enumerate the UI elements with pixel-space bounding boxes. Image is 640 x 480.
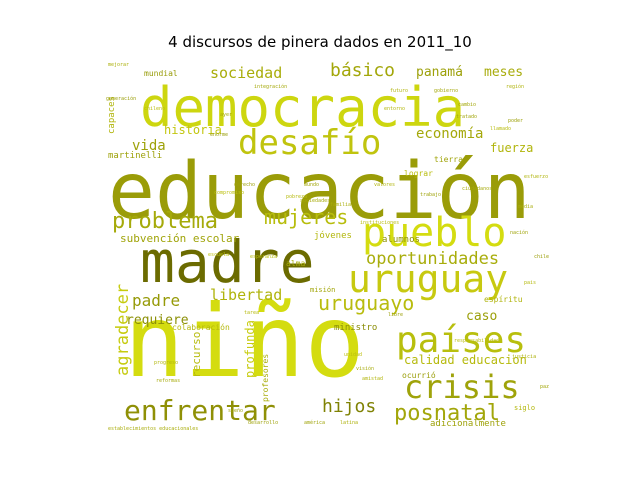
word-61: américa [304, 419, 325, 426]
word-51: ayer [220, 112, 232, 118]
word-83: justicia [512, 354, 536, 360]
word-37: capaces [107, 96, 117, 134]
word-2: madre [140, 228, 315, 296]
word-21: vida [132, 138, 166, 154]
word-43: espíritu [484, 295, 523, 304]
word-49: generación [106, 95, 136, 102]
word-58: amistad [362, 376, 383, 382]
word-74: compromiso [214, 190, 244, 196]
word-18: sociedad [210, 64, 282, 82]
word-11: mujeres [264, 205, 348, 229]
word-cloud: niño educación madre democracia pueblo urugua… [104, 58, 552, 434]
chart-title: 4 discursos de pinera dados en 2011_10 [168, 33, 472, 51]
word-92: integración [254, 83, 287, 90]
word-82: libre [388, 312, 403, 318]
word-9: enfrentar [124, 394, 276, 427]
word-6: países [396, 320, 526, 361]
word-76: chile [534, 254, 549, 260]
word-67: enorme [210, 132, 228, 138]
word-33: alumnos [382, 235, 420, 245]
word-87: progreso [154, 360, 178, 366]
word-66: entorno [384, 106, 405, 112]
word-41: alma [286, 259, 305, 268]
word-93: instituciones [360, 220, 399, 226]
word-85: tarea [244, 310, 259, 316]
word-13: uruguayo [318, 291, 414, 315]
word-23: requiere [126, 313, 189, 328]
word-42: misión [310, 286, 335, 294]
word-86: sueño [228, 408, 243, 414]
word-5: uruguay [348, 257, 508, 301]
word-30: subvención escolar [120, 232, 240, 245]
word-90: nación [510, 229, 528, 236]
word-91: región [506, 83, 524, 90]
word-cloud-svg: niñoeducaciónmadredemocraciapueblourugua… [106, 60, 549, 432]
word-24: panamá [416, 65, 463, 80]
word-89: unidad [344, 352, 362, 358]
word-14: oportunidades [366, 249, 499, 269]
word-59: visión [356, 365, 374, 372]
word-56: familia [330, 202, 351, 208]
word-35: ministro [334, 323, 377, 333]
word-20: libertad [210, 286, 282, 304]
word-46: profesores [261, 354, 270, 402]
word-12: posnatal [394, 401, 500, 426]
word-64: responsabilidad [454, 338, 499, 344]
word-77: pais [524, 280, 536, 286]
word-17: agradecer [113, 284, 133, 376]
word-53: poder [508, 118, 523, 124]
word-29: fuerza [490, 141, 533, 155]
word-36: adicionalmente [430, 419, 506, 429]
word-31: profunda [243, 320, 257, 378]
word-19: padre [132, 291, 180, 310]
word-7: desafío [238, 123, 381, 163]
word-45: lograr [404, 169, 433, 178]
word-47: ocurrió [402, 370, 436, 380]
word-73: gobierno [434, 88, 458, 94]
word-38: martinelli [108, 151, 162, 161]
word-81: esperanza [250, 254, 277, 260]
word-22: economía [416, 126, 483, 142]
word-15: hijos [322, 396, 376, 417]
word-10: problema [112, 209, 218, 234]
word-69: tratado [456, 114, 477, 120]
word-65: sociedades [300, 198, 330, 204]
word-71: derecho [234, 182, 255, 188]
word-88: reformas [156, 378, 180, 384]
word-28: historia [164, 123, 222, 137]
word-79: valores [374, 182, 395, 188]
word-63: desarrollo [248, 420, 278, 426]
word-40: colaboración [172, 322, 230, 332]
word-62: latina [340, 420, 358, 426]
word-84: paz [540, 384, 549, 390]
word-3: democracia [140, 76, 465, 139]
word-26: caso [466, 309, 497, 324]
word-78: mundo [304, 182, 319, 188]
word-70: llamado [490, 126, 511, 132]
word-8: crisis [404, 368, 520, 406]
word-34: jóvenes [314, 230, 352, 241]
word-0: niño [124, 283, 365, 400]
word-94: establecimientos educacionales [108, 426, 198, 432]
word-52: futuro [390, 88, 408, 94]
word-16: básico [330, 60, 395, 81]
word-32: recurso [190, 332, 203, 378]
word-4: pueblo [362, 210, 507, 256]
word-68: mejorar [108, 62, 129, 68]
word-39: mundial [144, 69, 178, 78]
word-72: esfuerzo [524, 174, 548, 180]
word-55: pobreza [286, 194, 307, 200]
word-27: calidad educacion [404, 353, 527, 367]
word-44: tierra [434, 155, 463, 164]
word-57: trabajo [420, 192, 441, 198]
word-1: educación [108, 147, 531, 237]
word-25: meses [484, 65, 523, 80]
word-60: escuela [208, 252, 229, 258]
word-80: ciudadanos [462, 186, 492, 192]
word-75: media [518, 204, 533, 210]
word-48: siglo [514, 404, 535, 412]
word-54: cambio [458, 102, 476, 108]
word-50: chileno [144, 106, 165, 112]
